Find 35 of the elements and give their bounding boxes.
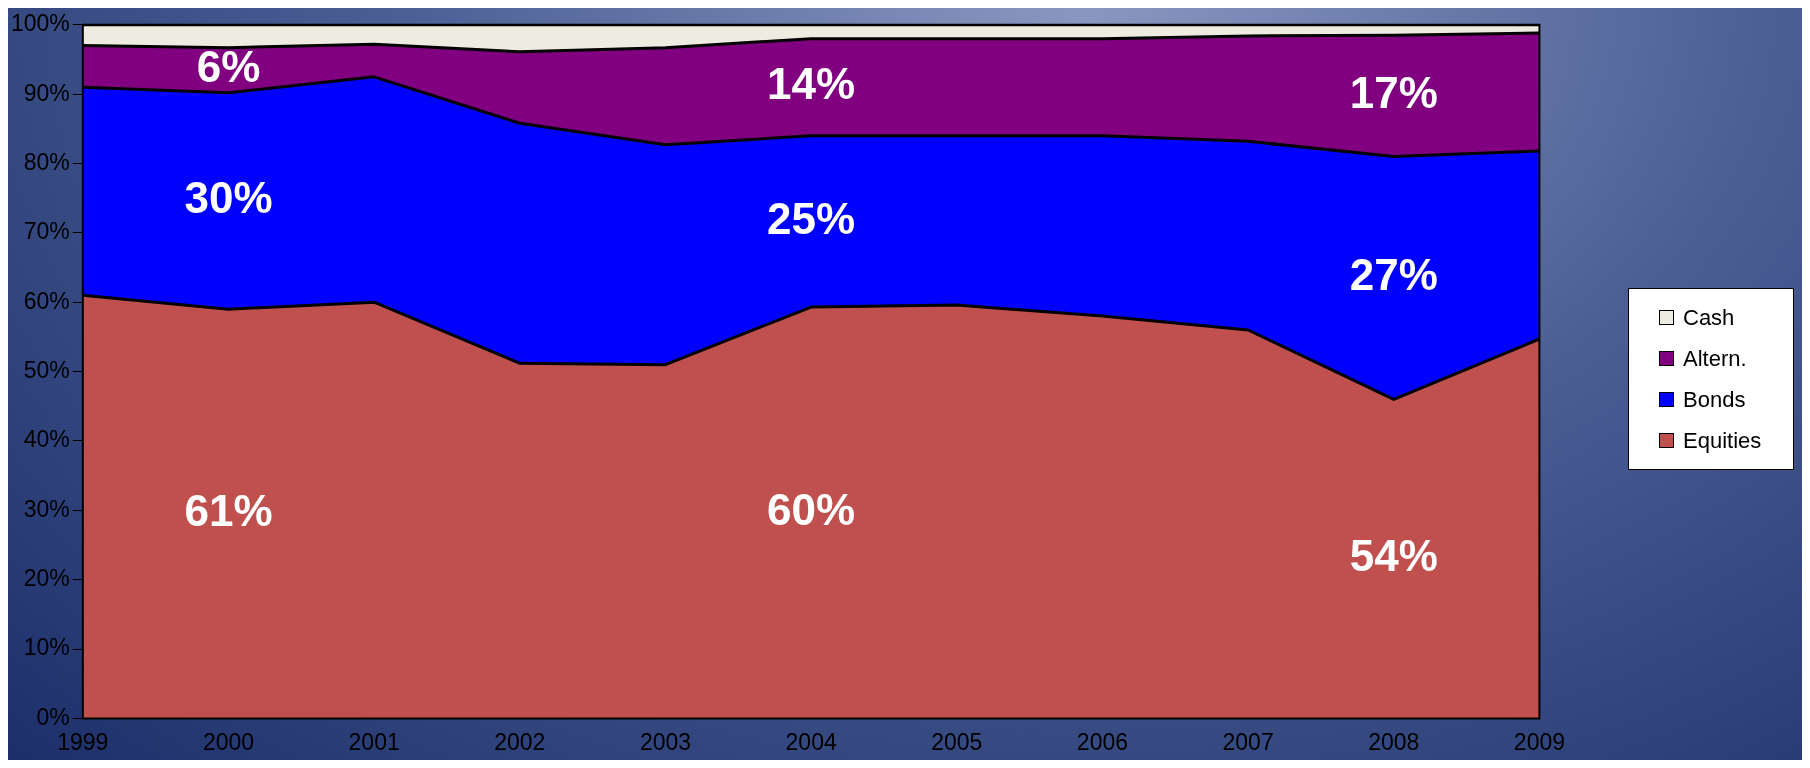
x-tick-label: 2009 [1513,728,1565,755]
x-tick-label: 2008 [1368,728,1420,755]
x-tick-label: 2001 [348,728,400,755]
x-tick-label: 2007 [1222,728,1274,755]
annotation: 25% [767,193,856,243]
x-tick-label: 1999 [57,728,109,755]
y-tick-label: 30% [23,495,70,522]
x-tick-label: 2006 [1076,728,1129,755]
annotation: 60% [767,484,856,534]
legend-label: Bonds [1683,386,1746,413]
x-tick-label: 2000 [202,728,255,755]
legend-label: Cash [1683,304,1735,331]
y-tick-label: 60% [23,287,70,314]
y-tick-label: 10% [23,634,70,661]
annotation: 6% [196,42,261,92]
y-tick-label: 20% [23,565,70,592]
annotation: 14% [767,59,856,109]
legend-label: Altern. [1683,345,1747,372]
y-tick-label: 100% [11,10,70,37]
y-tick-label: 50% [23,356,70,383]
x-tick-label: 2004 [785,728,837,755]
x-tick-label: 2005 [931,728,983,755]
legend-label: Equities [1683,427,1762,454]
y-tick-label: 70% [23,218,70,245]
y-tick-label: 80% [23,148,70,175]
annotation: 54% [1349,531,1438,581]
annotation: 27% [1349,250,1438,300]
annotation: 61% [184,485,273,535]
y-tick-label: 40% [23,426,70,453]
annotation: 30% [184,173,273,223]
y-tick-label: 90% [23,79,70,106]
x-tick-label: 2002 [494,728,546,755]
x-tick-label: 2003 [639,728,692,755]
annotation: 17% [1349,68,1438,118]
y-tick-label: 0% [36,703,70,730]
